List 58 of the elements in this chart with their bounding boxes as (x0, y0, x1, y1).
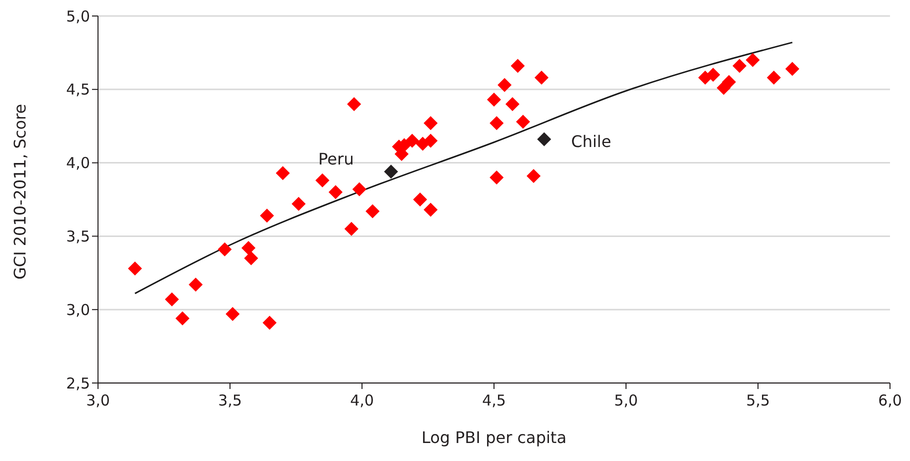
point (722, 75, 736, 90)
point (315, 173, 330, 188)
point (175, 311, 190, 326)
point (384, 164, 398, 179)
x-tick-label: 4,5 (482, 392, 506, 410)
y-tick-label: 5,0 (66, 7, 90, 26)
point (424, 116, 438, 130)
y-tick-label: 3,5 (66, 228, 90, 246)
point (424, 202, 438, 217)
point (526, 169, 541, 184)
point (785, 62, 800, 76)
x-tick-label: 3,5 (218, 392, 242, 410)
annotation: Chile (571, 132, 612, 151)
point (498, 78, 512, 92)
y-axis-title: GCI 2010-2011, Score (10, 104, 30, 280)
point (347, 97, 362, 112)
x-tick-label: 4,0 (350, 392, 374, 410)
point (510, 58, 525, 73)
point (260, 208, 274, 223)
point (188, 278, 203, 292)
point (746, 53, 760, 68)
point (328, 185, 343, 200)
point (164, 292, 179, 306)
point (537, 132, 552, 146)
point (344, 222, 358, 236)
line-series (134, 42, 794, 294)
annotation: Peru (318, 150, 354, 169)
point (262, 316, 277, 330)
x-axis-title: Log PBI per capita (421, 428, 567, 447)
point (766, 70, 781, 85)
point (490, 116, 504, 130)
point (292, 196, 306, 211)
point (405, 134, 420, 148)
point (244, 251, 258, 266)
point (516, 114, 530, 129)
x-tick-label: 5,0 (614, 392, 638, 410)
point (276, 166, 290, 180)
point (218, 242, 232, 256)
y-tick-label: 4,0 (66, 154, 90, 172)
x-tick-label: 6,0 (878, 392, 902, 410)
point (706, 68, 720, 82)
point (505, 97, 520, 112)
point (241, 240, 256, 255)
y-tick-label: 4,5 (66, 80, 90, 99)
x-tick-label: 3,0 (86, 392, 110, 410)
point (366, 204, 380, 218)
y-tick-label: 2,5 (66, 374, 90, 392)
point (413, 192, 428, 206)
point (352, 182, 366, 196)
x-tick-label: 5,5 (746, 392, 770, 410)
point (424, 134, 438, 148)
point (128, 261, 142, 276)
point (490, 170, 504, 184)
point (732, 58, 747, 73)
point (534, 70, 549, 85)
point (487, 92, 501, 107)
y-tick-label: 3,0 (66, 300, 90, 319)
point (226, 307, 240, 322)
